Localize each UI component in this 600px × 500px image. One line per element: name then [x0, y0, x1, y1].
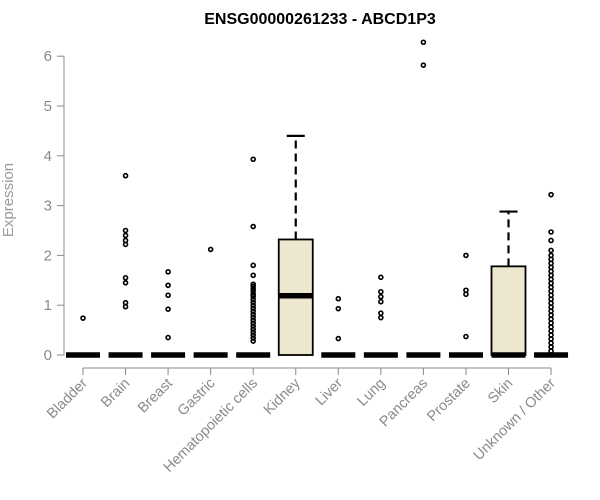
box-group: [193, 246, 228, 358]
y-axis: 0 1 2 3 4 5 6: [44, 48, 65, 364]
box-group: [108, 172, 143, 358]
y-tick-label: 4: [44, 148, 52, 165]
outlier-point: [250, 293, 256, 300]
y-tick-label: 5: [44, 98, 52, 115]
box-group: [448, 252, 483, 358]
outlier-point: [122, 279, 129, 286]
outlier-point: [250, 283, 256, 290]
box-group: [363, 274, 398, 358]
outlier-point: [250, 317, 256, 323]
outlier-point: [250, 338, 256, 344]
outlier-point: [250, 314, 256, 320]
outlier-point: [378, 298, 384, 305]
outlier-point: [420, 39, 427, 46]
outlier-point: [122, 303, 129, 310]
outlier-point: [548, 348, 554, 354]
x-tick-label: Lung: [355, 376, 389, 410]
box-group: [490, 210, 527, 358]
outlier-point: [463, 291, 469, 298]
box-body: [490, 265, 527, 356]
x-tick-label: Bladder: [44, 375, 91, 422]
x-tick-label: Liver: [313, 375, 347, 409]
y-tick-label: 2: [44, 247, 52, 264]
box-group: [534, 191, 569, 358]
outlier-point: [250, 329, 256, 335]
x-tick-label: Unknown / Other: [471, 375, 559, 463]
outlier-point: [165, 282, 171, 289]
outlier-point: [335, 305, 342, 312]
outlier-point: [335, 335, 342, 342]
outlier-point: [165, 269, 171, 275]
outlier-point: [548, 229, 554, 235]
x-tick-label: Prostate: [424, 376, 473, 425]
y-tick-label: 3: [44, 198, 52, 215]
outlier-point: [378, 274, 384, 281]
outlier-point: [80, 315, 86, 321]
outlier-point: [250, 291, 256, 298]
outlier-point: [207, 246, 214, 253]
outlier-point: [548, 237, 554, 244]
outlier-point: [122, 227, 129, 234]
box-group: [406, 39, 441, 358]
outlier-point: [250, 262, 256, 269]
y-tick-label: 0: [44, 347, 52, 364]
outlier-point: [122, 232, 129, 239]
outlier-point: [548, 191, 554, 198]
x-tick-label: Kidney: [261, 375, 304, 418]
outlier-point: [250, 223, 256, 230]
y-tick-label: 1: [44, 297, 52, 314]
outlier-point: [250, 296, 256, 303]
outlier-point: [250, 288, 256, 295]
outlier-point: [250, 272, 256, 279]
outlier-point: [463, 333, 469, 340]
chart-title: ENSG00000261233 - ABCD1P3: [204, 11, 436, 28]
outlier-point: [250, 323, 256, 329]
outlier-point: [250, 156, 256, 163]
box-group: [66, 315, 100, 358]
x-tick-label: Brain: [98, 376, 133, 411]
box-group: [321, 295, 356, 358]
outlier-point: [378, 310, 384, 316]
y-tick-label: 6: [44, 48, 52, 65]
box-group: [277, 134, 314, 356]
outlier-point: [378, 288, 384, 295]
outlier-point: [165, 334, 171, 341]
outlier-point: [420, 62, 427, 68]
outlier-point: [122, 275, 129, 281]
outlier-point: [165, 292, 171, 299]
outlier-point: [378, 293, 384, 300]
outlier-point: [250, 299, 256, 306]
x-tick-label: Breast: [135, 376, 176, 417]
outlier-point: [250, 320, 256, 326]
outlier-point: [250, 332, 256, 338]
outlier-point: [250, 305, 256, 311]
box-group: [151, 269, 186, 358]
outlier-point: [122, 241, 129, 248]
outlier-point: [250, 302, 256, 309]
outlier-point: [250, 311, 256, 317]
outlier-point: [122, 172, 129, 179]
outlier-point: [250, 326, 256, 332]
outlier-point: [548, 247, 554, 254]
box-group: [236, 156, 271, 358]
box-series: [66, 39, 569, 358]
outlier-point: [250, 285, 256, 292]
outlier-point: [165, 306, 171, 312]
outlier-point: [378, 314, 384, 321]
x-tick-label: Skin: [485, 376, 516, 407]
outlier-point: [250, 335, 256, 341]
outlier-point: [250, 308, 256, 314]
outlier-point: [463, 252, 469, 259]
outlier-point: [335, 295, 342, 302]
y-axis-label: Expression: [0, 163, 17, 237]
